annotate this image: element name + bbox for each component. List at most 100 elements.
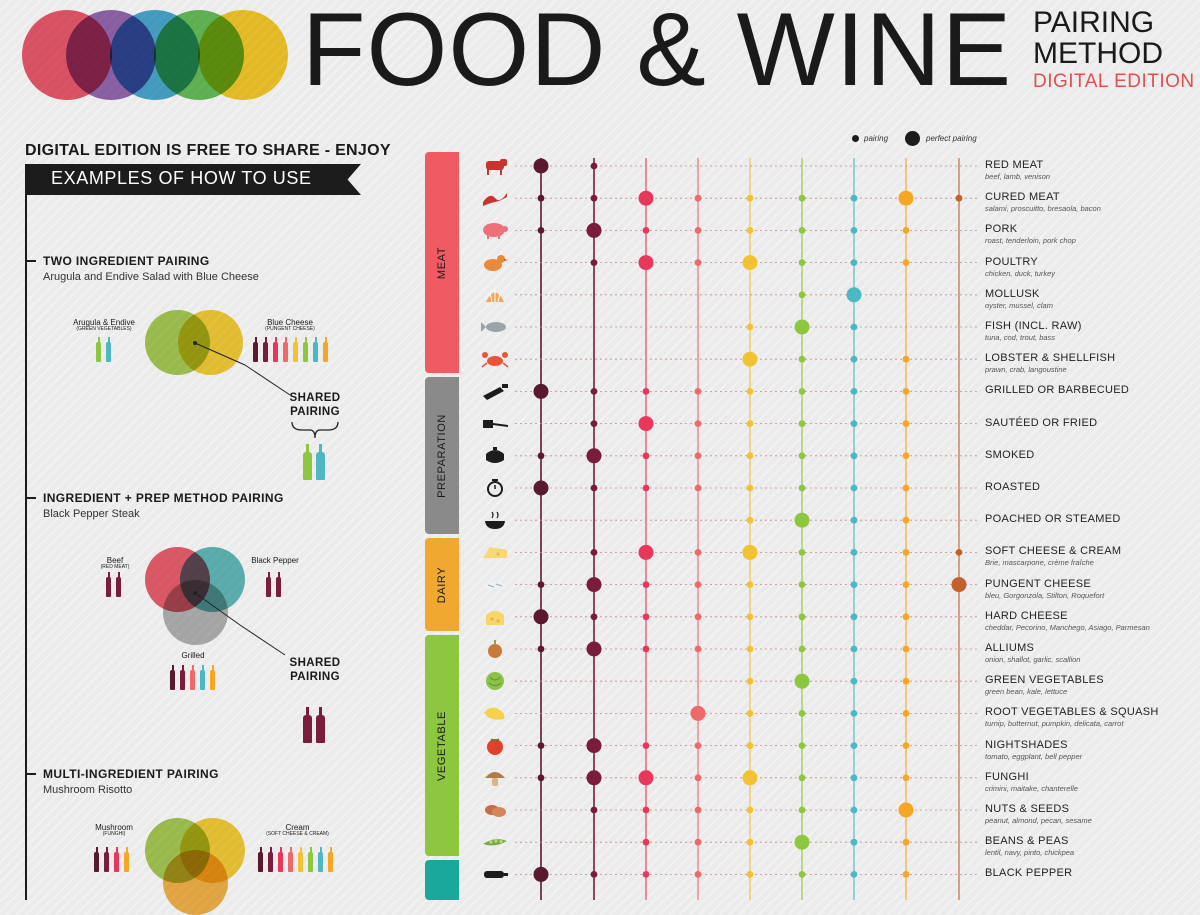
row-label: PUNGENT CHEESE	[985, 577, 1092, 590]
pairing-dot	[694, 452, 702, 460]
logo-circle	[198, 10, 288, 100]
pairing-dot	[642, 484, 650, 492]
edition-label: DIGITAL EDITION	[1033, 71, 1195, 92]
pairing-dot	[590, 194, 598, 202]
pairing-dot	[590, 806, 598, 814]
pairing-dot	[955, 549, 963, 556]
pairing-dot	[537, 581, 545, 588]
pairing-dot	[590, 871, 598, 878]
ingredient-label: Arugula & Endive (GREEN VEGETABLES)	[73, 318, 135, 333]
pairing-dot	[642, 581, 650, 588]
pairing-dot	[590, 484, 598, 492]
pairing-dot	[798, 259, 806, 266]
row-label: BLACK PEPPER	[985, 867, 1073, 880]
pairing-dot	[694, 871, 702, 878]
pairing-dot	[902, 838, 910, 846]
pairing-dot	[694, 838, 702, 846]
wine-bottle-icon	[268, 847, 273, 872]
pairing-dot	[590, 388, 598, 395]
pairing-dot	[902, 871, 910, 878]
pairing-dot	[590, 259, 598, 266]
perfect-pairing-dot	[533, 383, 549, 399]
pairing-dot	[902, 581, 910, 588]
pairing-dot	[694, 549, 702, 556]
perfect-pairing-dot	[742, 255, 758, 271]
example-1-title: TWO INGREDIENT PAIRING	[43, 254, 210, 268]
wine-bottle-icon	[273, 337, 278, 362]
pairing-dot	[798, 420, 806, 427]
examples-rule	[25, 195, 27, 900]
pairing-dot	[902, 420, 910, 427]
perfect-pairing-dot	[586, 641, 602, 657]
pairing-dot	[537, 742, 545, 749]
pairing-dot	[902, 259, 910, 266]
pairing-dot	[642, 871, 650, 878]
chicken-icon	[480, 253, 510, 273]
pairing-dot	[850, 806, 858, 814]
row-sublabel: onion, shallot, garlic, scallion	[985, 655, 1081, 664]
pairing-dot	[694, 227, 702, 234]
row-sublabel: chicken, duck, turkey	[985, 268, 1056, 278]
pairing-dot	[694, 774, 702, 782]
pairing-dot	[850, 677, 858, 685]
pairing-dot	[902, 677, 910, 685]
row-sublabel: roast, tenderloin, pork chop	[985, 236, 1076, 246]
row-sublabel: cheddar, Pecorino, Manchego, Asiago, Par…	[985, 622, 1150, 632]
bacon-icon	[480, 188, 510, 208]
category-tab: PREPARATION	[425, 377, 459, 535]
pairing-dot	[850, 710, 858, 717]
legend-pairing-label: pairing	[864, 134, 889, 143]
perfect-pairing-dot	[638, 190, 654, 206]
wine-bottle-icon	[190, 665, 195, 690]
pairing-dot	[850, 838, 858, 846]
pairing-dot	[746, 581, 754, 588]
pairing-dot	[902, 452, 910, 460]
pairing-dot	[642, 452, 650, 460]
examples-ribbon-text: EXAMPLES OF HOW TO USE	[51, 168, 312, 188]
pairing-dot	[850, 194, 858, 202]
wine-bottle-icon	[323, 337, 328, 362]
row-label: ROASTED	[985, 481, 1041, 493]
row-sublabel: salami, proscuitto, bresaola, bacon	[985, 204, 1101, 214]
venn-pungent-cheese	[178, 310, 243, 375]
perfect-pairing-dot	[638, 544, 654, 560]
squash-icon	[480, 703, 510, 723]
example-3-title: MULTI-INGREDIENT PAIRING	[43, 767, 219, 781]
shared-pairing-label: SHARED PAIRING	[289, 392, 341, 419]
row-label: NUTS & SEEDS	[985, 803, 1070, 815]
pairing-dot	[642, 388, 650, 395]
row-label: MOLLUSK	[985, 287, 1040, 300]
pairing-dot	[798, 227, 806, 234]
pairing-dot	[850, 613, 858, 621]
pairing-dot	[694, 742, 702, 749]
pairing-dot	[798, 388, 806, 395]
pairing-dot	[902, 355, 910, 363]
pepper-grinder-icon	[480, 864, 510, 884]
wine-bottle-icon	[283, 337, 288, 362]
pairing-dot	[642, 742, 650, 749]
pairing-dot	[746, 420, 754, 427]
wine-bottle-icon	[288, 847, 293, 872]
hard-cheese-icon	[480, 607, 510, 627]
pairing-dot	[850, 774, 858, 782]
pairing-dot	[746, 806, 754, 814]
example-tick	[26, 497, 36, 499]
grill-icon	[480, 381, 510, 401]
pairing-dot	[798, 484, 806, 492]
row-sublabel: oyster, mussel, clam	[985, 300, 1053, 310]
wine-bottle-icon	[124, 847, 129, 872]
legend-pairing-dot	[852, 135, 859, 142]
timer-icon	[480, 478, 510, 498]
title-pairing: PAIRING	[1033, 6, 1155, 39]
row-label: HARD CHEESE	[985, 609, 1068, 622]
page-title: FOOD & WINE	[302, 0, 1013, 108]
pairing-dot	[902, 516, 910, 524]
wine-bottle-icon	[106, 337, 111, 362]
row-sublabel: turnip, butternut, pumpkin, delicata, ca…	[985, 719, 1124, 729]
pairing-dot	[694, 581, 702, 588]
pairing-dot	[590, 613, 598, 621]
pairing-dot	[590, 549, 598, 556]
pairing-dot	[850, 516, 858, 524]
row-label: ALLIUMS	[985, 642, 1035, 654]
